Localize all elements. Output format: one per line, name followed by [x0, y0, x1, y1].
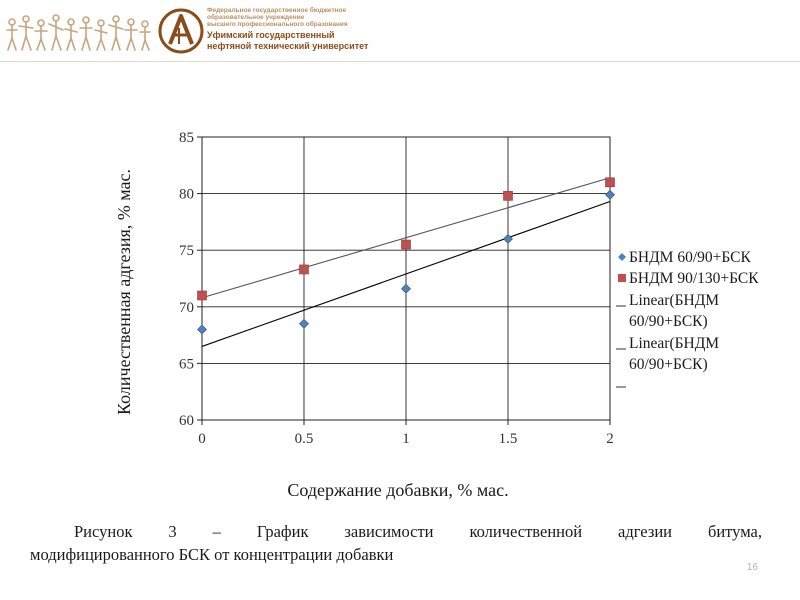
legend-label: Linear(БНДМ [629, 292, 719, 309]
people-illustration [6, 14, 151, 51]
trendline [201, 201, 611, 347]
data-point-diamond [605, 189, 615, 200]
y-axis-title: Количественная адгезия, % мас. [114, 169, 134, 415]
figure-caption: Рисунок 3 – График зависимости количеств… [30, 520, 762, 566]
x-tick-label: 1.5 [499, 431, 518, 447]
y-tick-label: 75 [179, 243, 194, 259]
data-point-diamond [401, 283, 411, 294]
legend-label: БНДМ 60/90+БСК [629, 249, 752, 266]
legend-label: БНДМ 90/130+БСК [629, 270, 759, 287]
legend-label: Linear(БНДМ [629, 335, 719, 352]
legend-marker-diamond [618, 253, 626, 261]
data-point-diamond [503, 233, 513, 244]
header-divider [0, 61, 800, 62]
x-axis-title: Содержание добавки, % мас. [287, 480, 508, 500]
university-logo [158, 8, 204, 54]
legend-marker-square [618, 274, 626, 282]
x-tick-label: 0 [198, 431, 206, 447]
org-description: Федеральное государственное бюджетное об… [207, 7, 407, 28]
trendline [201, 177, 611, 299]
caption-line-2: модифицированного БСК от концентрации до… [30, 545, 394, 564]
data-point-square [605, 177, 615, 188]
slide-header: Федеральное государственное бюджетное об… [0, 0, 800, 62]
x-tick-label: 0.5 [295, 431, 314, 447]
data-point-square [503, 191, 513, 201]
data-point-square [197, 290, 207, 301]
y-tick-label: 65 [179, 356, 194, 372]
y-tick-label: 80 [179, 187, 194, 203]
x-tick-label: 1 [402, 431, 410, 447]
data-point-diamond [197, 324, 207, 335]
y-tick-label: 85 [179, 130, 194, 146]
y-tick-label: 70 [179, 300, 194, 316]
org-line: высшего профессионального образования [207, 21, 348, 28]
data-point-diamond [299, 318, 309, 329]
university-name: Уфимский государственный нефтяной технич… [207, 30, 427, 52]
data-point-square [401, 239, 411, 250]
y-tick-label: 60 [179, 413, 194, 429]
university-name-line: нефтяной технический университет [207, 41, 369, 51]
legend-label: 60/90+БСК) [629, 356, 708, 373]
data-point-square [299, 264, 309, 275]
legend-label: 60/90+БСК) [629, 313, 708, 330]
org-line: Федеральное государственное бюджетное [207, 7, 347, 14]
page-number: 16 [746, 562, 758, 573]
x-tick-label: 2 [606, 431, 614, 447]
org-line: образовательное учреждение [207, 14, 305, 21]
caption-line-1: Рисунок 3 – График зависимости количеств… [74, 522, 762, 541]
university-name-line: Уфимский государственный [207, 30, 335, 40]
